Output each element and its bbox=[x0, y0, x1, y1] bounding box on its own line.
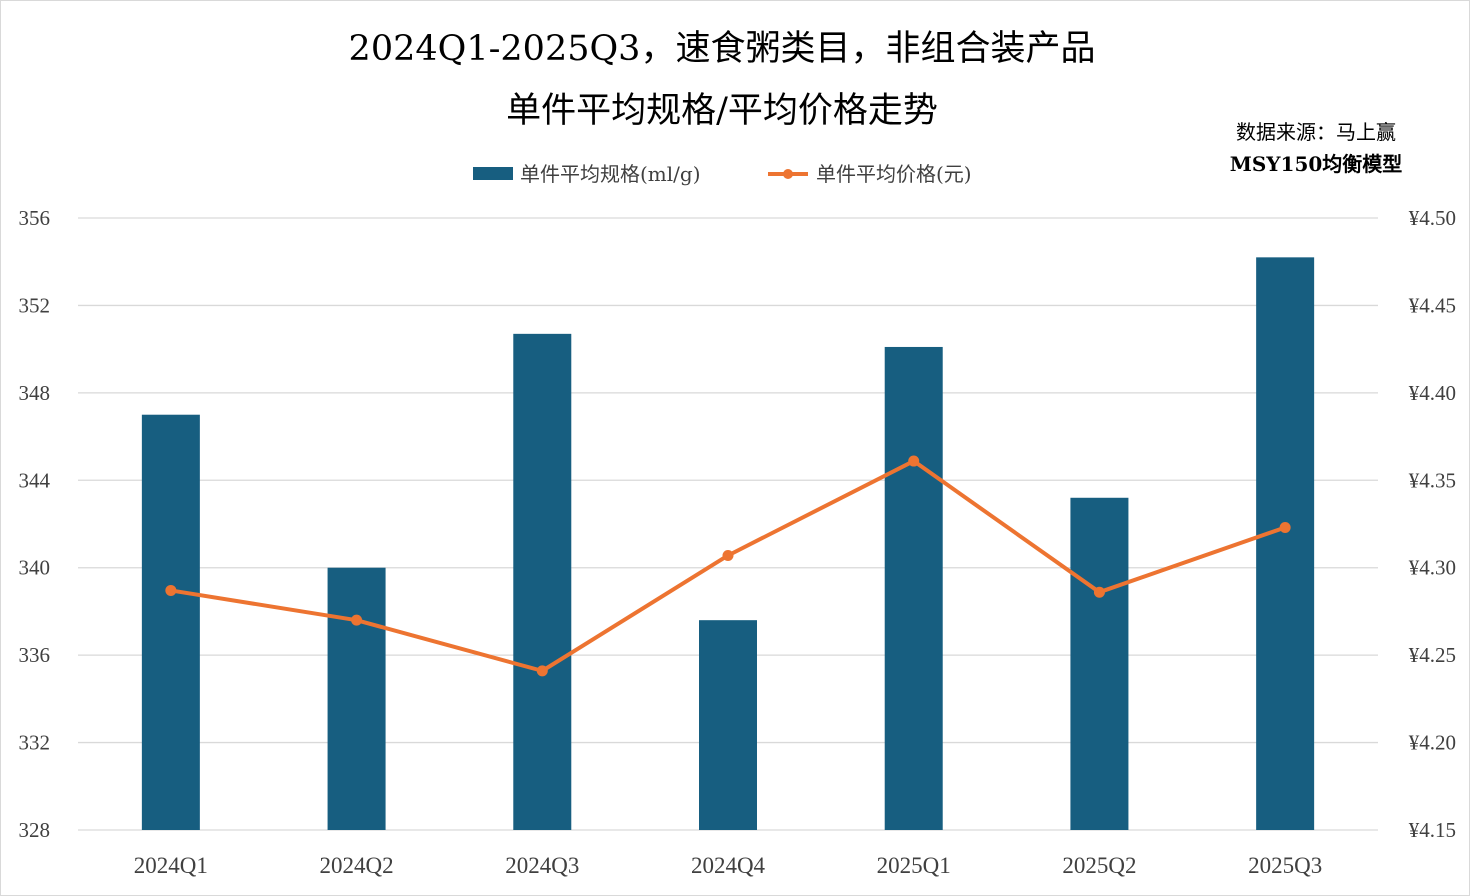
bar-2024Q1 bbox=[141, 414, 200, 830]
right-axis-tick: ¥4.25 bbox=[1409, 643, 1456, 667]
price-point-2025Q3 bbox=[1279, 521, 1291, 533]
price-point-2025Q1 bbox=[908, 455, 920, 467]
price-point-2025Q2 bbox=[1093, 586, 1105, 598]
left-axis-tick: 336 bbox=[19, 643, 51, 667]
left-axis-tick: 340 bbox=[19, 556, 51, 580]
category-label: 2024Q4 bbox=[691, 853, 766, 878]
right-axis-tick: ¥4.30 bbox=[1409, 556, 1456, 580]
right-axis-tick: ¥4.35 bbox=[1409, 468, 1456, 492]
category-label: 2024Q3 bbox=[505, 853, 579, 878]
bar-2024Q2 bbox=[327, 567, 386, 830]
legend-line-marker bbox=[783, 169, 793, 179]
legend: 单件平均规格(ml/g) 单件平均价格(元) bbox=[473, 162, 972, 186]
source-model: MSY150均衡模型 bbox=[1230, 152, 1403, 176]
bar-2024Q3 bbox=[513, 333, 572, 830]
left-axis-tick: 332 bbox=[19, 731, 51, 755]
legend-line-label: 单件平均价格(元) bbox=[816, 162, 972, 186]
legend-bar-swatch bbox=[473, 167, 513, 180]
category-label: 2025Q2 bbox=[1062, 853, 1136, 878]
left-axis-tick: 348 bbox=[19, 381, 51, 405]
price-point-2024Q4 bbox=[722, 549, 734, 561]
chart-title-line2: 单件平均规格/平均价格走势 bbox=[506, 91, 938, 131]
bar-2025Q3 bbox=[1256, 257, 1315, 830]
right-axis-tick: ¥4.40 bbox=[1409, 381, 1456, 405]
legend-bar-label: 单件平均规格(ml/g) bbox=[520, 162, 701, 186]
bar-2024Q4 bbox=[699, 620, 757, 830]
left-axis-tick: 352 bbox=[19, 293, 51, 317]
right-axis-tick: ¥4.15 bbox=[1409, 818, 1456, 842]
left-axis-tick: 344 bbox=[19, 468, 51, 492]
bar-2025Q1 bbox=[884, 346, 943, 830]
left-axis-tick: 328 bbox=[19, 818, 51, 842]
right-axis-tick: ¥4.20 bbox=[1409, 731, 1456, 755]
right-axis-tick: ¥4.50 bbox=[1409, 206, 1456, 230]
chart-title-line1: 2024Q1-2025Q3，速食粥类目，非组合装产品 bbox=[349, 29, 1096, 69]
category-label: 2024Q1 bbox=[134, 853, 208, 878]
bar-2025Q2 bbox=[1070, 497, 1129, 830]
category-label: 2025Q1 bbox=[877, 853, 951, 878]
category-label: 2024Q2 bbox=[320, 853, 394, 878]
left-axis-tick: 356 bbox=[19, 206, 51, 230]
right-axis-tick: ¥4.45 bbox=[1409, 293, 1456, 317]
price-point-2024Q3 bbox=[536, 665, 548, 677]
price-point-2024Q1 bbox=[165, 584, 177, 596]
source-label: 数据来源：马上赢 bbox=[1236, 120, 1396, 144]
category-label: 2025Q3 bbox=[1248, 853, 1322, 878]
price-point-2024Q2 bbox=[351, 614, 363, 626]
